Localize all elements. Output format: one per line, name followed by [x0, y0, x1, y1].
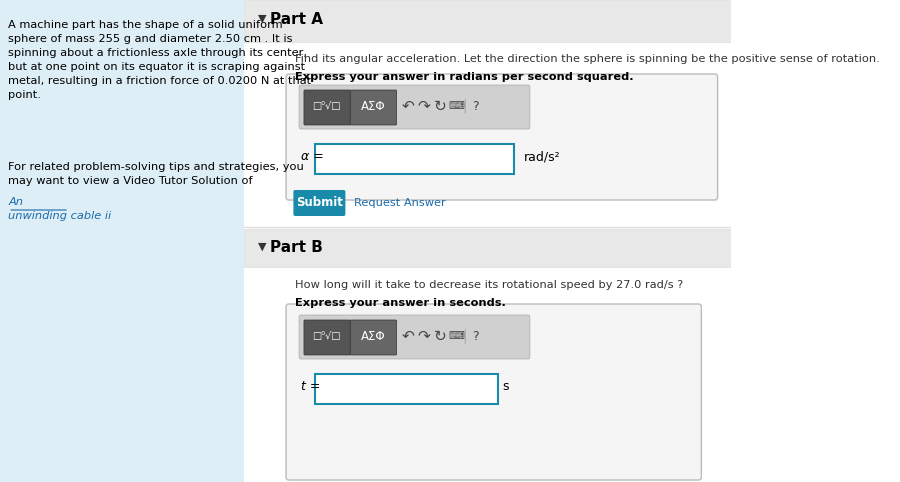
Text: Express your answer in seconds.: Express your answer in seconds. — [295, 298, 506, 308]
Text: An
unwinding cable ii: An unwinding cable ii — [8, 197, 112, 221]
Text: Find its angular acceleration. Let the direction the sphere is spinning be the p: Find its angular acceleration. Let the d… — [295, 54, 880, 64]
Text: ⌨: ⌨ — [449, 101, 464, 111]
FancyBboxPatch shape — [299, 315, 530, 359]
Text: ?: ? — [472, 99, 479, 112]
Text: □⁰√□: □⁰√□ — [312, 101, 341, 111]
FancyBboxPatch shape — [350, 90, 397, 125]
Text: ?: ? — [472, 330, 479, 343]
FancyBboxPatch shape — [286, 74, 717, 200]
Text: rad/s²: rad/s² — [524, 150, 561, 163]
Text: How long will it take to decrease its rotational speed by 27.0 rad/s ?: How long will it take to decrease its ro… — [295, 280, 683, 290]
Text: t =: t = — [301, 380, 320, 393]
Text: For related problem-solving tips and strategies, you
may want to view a Video Tu: For related problem-solving tips and str… — [8, 162, 304, 186]
Text: Part B: Part B — [270, 240, 323, 254]
Text: ↻: ↻ — [434, 98, 447, 113]
Text: ↻: ↻ — [434, 329, 447, 344]
Text: ⌨: ⌨ — [449, 331, 464, 341]
FancyBboxPatch shape — [0, 0, 244, 482]
FancyBboxPatch shape — [350, 320, 397, 355]
Text: □⁰√□: □⁰√□ — [312, 331, 341, 341]
FancyBboxPatch shape — [315, 374, 499, 404]
Text: ΑΣΦ: ΑΣΦ — [361, 330, 385, 343]
FancyBboxPatch shape — [304, 90, 350, 125]
FancyBboxPatch shape — [244, 0, 732, 482]
Text: ▼: ▼ — [258, 242, 267, 252]
FancyBboxPatch shape — [286, 304, 701, 480]
Text: |: | — [463, 329, 467, 343]
Text: Part A: Part A — [270, 12, 323, 27]
Text: ΑΣΦ: ΑΣΦ — [361, 99, 385, 112]
FancyBboxPatch shape — [293, 190, 346, 216]
Text: α =: α = — [301, 150, 323, 163]
Text: Submit: Submit — [296, 197, 343, 210]
Text: ↷: ↷ — [418, 98, 430, 113]
FancyBboxPatch shape — [299, 85, 530, 129]
Text: s: s — [502, 380, 508, 393]
Text: ↷: ↷ — [418, 329, 430, 344]
Text: Request Answer: Request Answer — [355, 198, 446, 208]
Text: ↶: ↶ — [401, 98, 414, 113]
Text: |: | — [463, 99, 467, 113]
Text: ▼: ▼ — [258, 14, 267, 24]
Text: A machine part has the shape of a solid uniform
sphere of mass 255 g and diamete: A machine part has the shape of a solid … — [8, 20, 311, 100]
Text: Express your answer in radians per second squared.: Express your answer in radians per secon… — [295, 72, 634, 82]
FancyBboxPatch shape — [304, 320, 350, 355]
FancyBboxPatch shape — [244, 229, 732, 267]
FancyBboxPatch shape — [315, 144, 515, 174]
FancyBboxPatch shape — [244, 0, 732, 42]
Text: ↶: ↶ — [401, 329, 414, 344]
